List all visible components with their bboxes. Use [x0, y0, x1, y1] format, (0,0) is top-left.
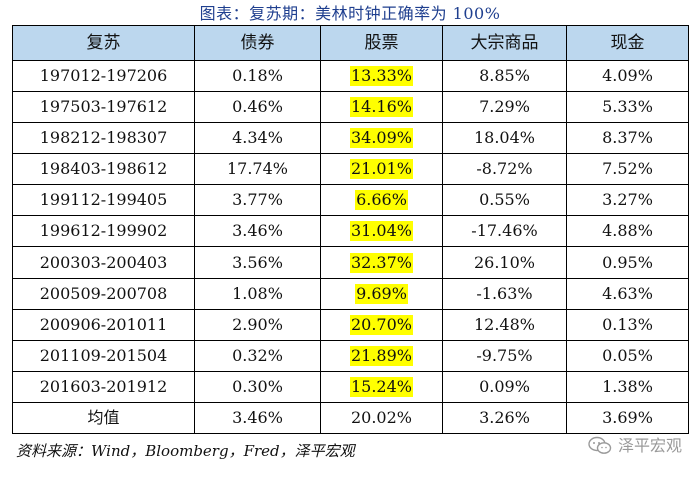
cell-stocks: 21.01% [320, 153, 443, 186]
cell-stocks: 13.33% [320, 59, 443, 93]
cell-value: 26.10% [442, 246, 567, 279]
source-note: 资料来源：Wind，Bloomberg，Fred，泽平宏观 [16, 442, 355, 460]
cell-period: 197503-197612 [12, 91, 195, 124]
cell-value: 2.90% [194, 308, 321, 341]
cell-value: 4.34% [194, 122, 321, 155]
table-header-row: 复苏 债券 股票 大宗商品 现金 [12, 25, 689, 61]
cell-value: 0.95% [566, 246, 689, 279]
header-cell: 股票 [320, 25, 443, 61]
highlighted-value: 13.33% [349, 66, 413, 87]
highlighted-value: 21.89% [349, 345, 413, 366]
highlighted-value: 14.16% [349, 97, 413, 118]
cell-period: 200303-200403 [12, 246, 195, 279]
cell-period: 199112-199405 [12, 184, 195, 217]
header-cell: 复苏 [12, 25, 195, 61]
table-row: 198212-198307 4.34% 34.09% 18.04% 8.37% [12, 122, 689, 155]
table-row: 197012-197206 0.18% 13.33% 8.85% 4.09% [12, 59, 689, 93]
cell-value: 0.46% [194, 91, 321, 124]
cell-period: 均值 [12, 401, 195, 435]
cell-stocks: 6.66% [320, 184, 443, 217]
highlighted-value: 31.04% [349, 221, 413, 242]
table-row: 201603-201912 0.30% 15.24% 0.09% 1.38% [12, 370, 689, 403]
cell-period: 197012-197206 [12, 59, 195, 93]
table-row: 200303-200403 3.56% 32.37% 26.10% 0.95% [12, 246, 689, 279]
highlighted-value: 6.66% [355, 190, 408, 211]
cell-value: 0.13% [566, 308, 689, 341]
table-row: 198403-198612 17.74% 21.01% -8.72% 7.52% [12, 153, 689, 186]
cell-value: 0.32% [194, 339, 321, 372]
wechat-icon [588, 436, 612, 456]
cell-stocks: 34.09% [320, 122, 443, 155]
cell-stocks: 32.37% [320, 246, 443, 279]
header-cell: 大宗商品 [442, 25, 567, 61]
cell-period: 201109-201504 [12, 339, 195, 372]
cell-value: 0.55% [442, 184, 567, 217]
highlighted-value: 20.70% [349, 314, 413, 335]
cell-value: 5.33% [566, 91, 689, 124]
cell-period: 198212-198307 [12, 122, 195, 155]
cell-period: 200509-200708 [12, 277, 195, 310]
cell-value: 8.37% [566, 122, 689, 155]
cell-stocks: 21.89% [320, 339, 443, 372]
cell-period: 198403-198612 [12, 153, 195, 186]
header-cell: 债券 [194, 25, 321, 61]
highlighted-value: 15.24% [349, 376, 413, 397]
table-body: 197012-197206 0.18% 13.33% 8.85% 4.09% 197503… [12, 59, 689, 435]
cell-value: 3.46% [194, 401, 321, 435]
cell-value: 3.69% [566, 401, 689, 435]
table-row: 200906-201011 2.90% 20.70% 12.48% 0.13% [12, 308, 689, 341]
cell-period: 199612-199902 [12, 215, 195, 248]
table-row: 201109-201504 0.32% 21.89% -9.75% 0.05% [12, 339, 689, 372]
data-table: 复苏 债券 股票 大宗商品 现金 197012-197206 0.18% 13.33… [12, 25, 689, 435]
watermark-text: 泽平宏观 [618, 436, 683, 455]
cell-value: -1.63% [442, 277, 567, 310]
cell-value: 4.09% [566, 59, 689, 93]
cell-value: -9.75% [442, 339, 567, 372]
cell-value: 0.09% [442, 370, 567, 403]
cell-value: 0.05% [566, 339, 689, 372]
cell-value: 7.29% [442, 91, 567, 124]
page-title: 图表：复苏期：美林时钟正确率为 100% [199, 4, 501, 23]
cell-value: -17.46% [442, 215, 567, 248]
cell-value: 20.02% [320, 401, 443, 435]
cell-value: 17.74% [194, 153, 321, 186]
cell-stocks: 15.24% [320, 370, 443, 403]
cell-value: 1.08% [194, 277, 321, 310]
cell-value: 0.30% [194, 370, 321, 403]
cell-period: 201603-201912 [12, 370, 195, 403]
cell-value: 1.38% [566, 370, 689, 403]
cell-value: 4.88% [566, 215, 689, 248]
table-row: 197503-197612 0.46% 14.16% 7.29% 5.33% [12, 91, 689, 124]
average-row: 均值 3.46% 20.02% 3.26% 3.69% [12, 401, 689, 435]
cell-value: 4.63% [566, 277, 689, 310]
cell-period: 200906-201011 [12, 308, 195, 341]
cell-value: 8.85% [442, 59, 567, 93]
table-row: 199612-199902 3.46% 31.04% -17.46% 4.88% [12, 215, 689, 248]
cell-value: 3.26% [442, 401, 567, 435]
cell-value: 3.27% [566, 184, 689, 217]
cell-value: 18.04% [442, 122, 567, 155]
cell-stocks: 31.04% [320, 215, 443, 248]
cell-value: 3.77% [194, 184, 321, 217]
cell-value: 3.56% [194, 246, 321, 279]
cell-stocks: 9.69% [320, 277, 443, 310]
table-row: 200509-200708 1.08% 9.69% -1.63% 4.63% [12, 277, 689, 310]
cell-stocks: 20.70% [320, 308, 443, 341]
highlighted-value: 9.69% [355, 283, 408, 304]
watermark: 泽平宏观 [588, 436, 682, 456]
cell-stocks: 14.16% [320, 91, 443, 124]
cell-value: 12.48% [442, 308, 567, 341]
cell-value: 0.18% [194, 59, 321, 93]
header-cell: 现金 [566, 25, 689, 61]
highlighted-value: 21.01% [349, 159, 413, 180]
data-table-wrapper: 复苏 债券 股票 大宗商品 现金 197012-197206 0.18% 13.33… [12, 25, 689, 435]
highlighted-value: 34.09% [349, 128, 413, 149]
cell-value: 7.52% [566, 153, 689, 186]
table-row: 199112-199405 3.77% 6.66% 0.55% 3.27% [12, 184, 689, 217]
highlighted-value: 32.37% [349, 252, 413, 273]
cell-value: -8.72% [442, 153, 567, 186]
cell-value: 3.46% [194, 215, 321, 248]
